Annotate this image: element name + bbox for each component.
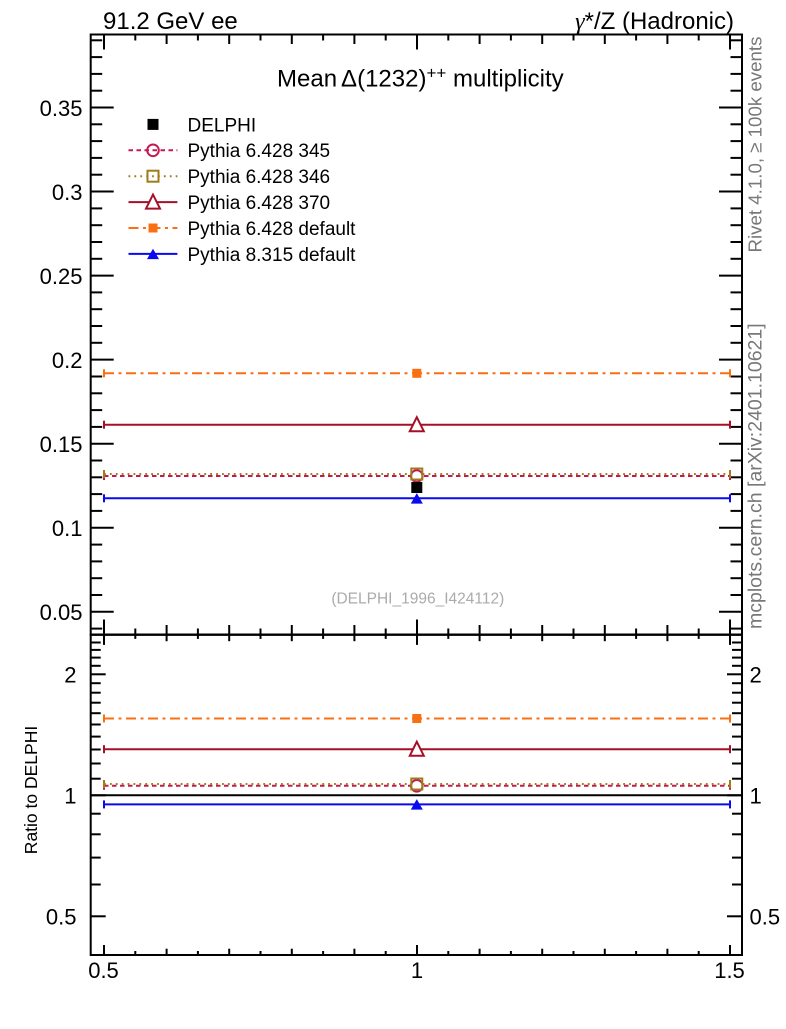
svg-text:1: 1 <box>750 784 762 809</box>
svg-text:2: 2 <box>64 663 76 688</box>
svg-text:0.5: 0.5 <box>750 905 781 930</box>
svg-text:0.5: 0.5 <box>88 958 119 983</box>
svg-text:mcplots.cern.ch [arXiv:2401.10: mcplots.cern.ch [arXiv:2401.10621] <box>745 323 767 629</box>
svg-text:0.3: 0.3 <box>52 180 83 205</box>
svg-text:Pythia 6.428 default: Pythia 6.428 default <box>188 219 357 240</box>
svg-text:91.2 GeV ee: 91.2 GeV ee <box>103 8 238 35</box>
svg-text:(DELPHI_1996_I424112): (DELPHI_1996_I424112) <box>331 591 504 608</box>
svg-text:1: 1 <box>64 784 76 809</box>
svg-text:0.35: 0.35 <box>40 96 83 121</box>
svg-text:Rivet 4.1.0, ≥ 100k events: Rivet 4.1.0, ≥ 100k events <box>745 37 766 253</box>
svg-text:Pythia 6.428 346: Pythia 6.428 346 <box>188 167 331 188</box>
svg-text:0.1: 0.1 <box>52 516 83 541</box>
svg-text:2: 2 <box>750 663 762 688</box>
svg-text:0.25: 0.25 <box>40 264 83 289</box>
svg-text:0.15: 0.15 <box>40 432 83 457</box>
svg-text:1.5: 1.5 <box>714 958 745 983</box>
svg-text:Pythia 6.428 345: Pythia 6.428 345 <box>188 141 331 162</box>
svg-text:1: 1 <box>411 958 423 983</box>
svg-text:0.05: 0.05 <box>40 600 83 625</box>
svg-text:Ratio to DELPHI: Ratio to DELPHI <box>21 726 41 854</box>
svg-text:γ*/Z (Hadronic): γ*/Z (Hadronic) <box>575 8 734 35</box>
svg-text:0.2: 0.2 <box>52 348 83 373</box>
svg-text:Pythia 6.428 370: Pythia 6.428 370 <box>188 193 331 214</box>
svg-text:DELPHI: DELPHI <box>188 115 257 136</box>
svg-text:0.5: 0.5 <box>46 905 77 930</box>
svg-text:Pythia 8.315 default: Pythia 8.315 default <box>188 245 357 266</box>
